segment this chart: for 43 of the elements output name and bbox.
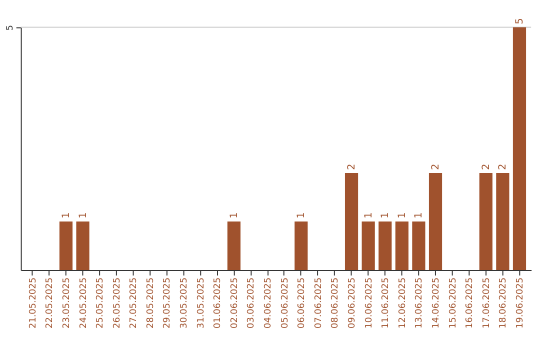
x-tick-label: 04.06.2025 bbox=[264, 277, 274, 328]
x-tick-label: 08.06.2025 bbox=[330, 277, 341, 328]
x-tick-label: 10.06.2025 bbox=[364, 277, 374, 328]
x-tick-label: 06.06.2025 bbox=[297, 277, 308, 328]
x-tick-label: 05.06.2025 bbox=[280, 277, 290, 328]
x-tick-label: 03.06.2025 bbox=[246, 277, 257, 328]
x-tick-label: 09.06.2025 bbox=[348, 277, 358, 328]
x-tick-label: 11.06.2025 bbox=[381, 277, 392, 328]
x-tick-label: 31.05.2025 bbox=[196, 277, 206, 328]
data-label: 2 bbox=[498, 164, 509, 170]
data-label: 1 bbox=[60, 212, 72, 219]
data-label: 1 bbox=[78, 212, 89, 219]
x-tick-label: 01.06.2025 bbox=[213, 277, 224, 328]
x-tick-label: 26.05.2025 bbox=[112, 277, 122, 328]
data-label: 1 bbox=[363, 212, 374, 219]
x-tick-label: 19.06.2025 bbox=[515, 277, 526, 328]
data-label: 1 bbox=[228, 212, 240, 219]
x-tick-label: 21.05.2025 bbox=[28, 277, 38, 328]
x-tick-label: 15.06.2025 bbox=[448, 277, 458, 328]
x-tick-label: 28.05.2025 bbox=[146, 277, 156, 328]
x-tick-label: 24.05.2025 bbox=[78, 277, 89, 328]
data-label: 2 bbox=[480, 164, 492, 170]
x-tick-label: 13.06.2025 bbox=[414, 277, 425, 328]
x-tick-label: 14.06.2025 bbox=[431, 277, 442, 328]
x-tick-label: 17.06.2025 bbox=[482, 277, 492, 328]
data-label: 1 bbox=[396, 212, 408, 219]
data-label: 5 bbox=[514, 18, 526, 24]
data-label: 1 bbox=[380, 212, 392, 219]
x-tick-label: 02.06.2025 bbox=[230, 277, 240, 328]
data-label: 2 bbox=[346, 164, 358, 170]
data-label: 2 bbox=[430, 164, 442, 170]
x-tick-label: 29.05.2025 bbox=[162, 277, 173, 328]
x-tick-label: 16.06.2025 bbox=[465, 277, 476, 328]
x-tick-label: 18.06.2025 bbox=[498, 277, 509, 328]
x-tick-label: 27.05.2025 bbox=[129, 277, 140, 328]
data-label: 1 bbox=[414, 212, 425, 219]
x-tick-label: 23.05.2025 bbox=[62, 277, 72, 328]
x-tick-label: 25.05.2025 bbox=[96, 277, 106, 328]
data-label: 1 bbox=[296, 212, 308, 219]
x-tick-label: 22.05.2025 bbox=[45, 277, 56, 328]
x-tick-label: 07.06.2025 bbox=[314, 277, 324, 328]
x-tick-label: 30.05.2025 bbox=[180, 277, 190, 328]
x-tick-label: 12.06.2025 bbox=[398, 277, 408, 328]
